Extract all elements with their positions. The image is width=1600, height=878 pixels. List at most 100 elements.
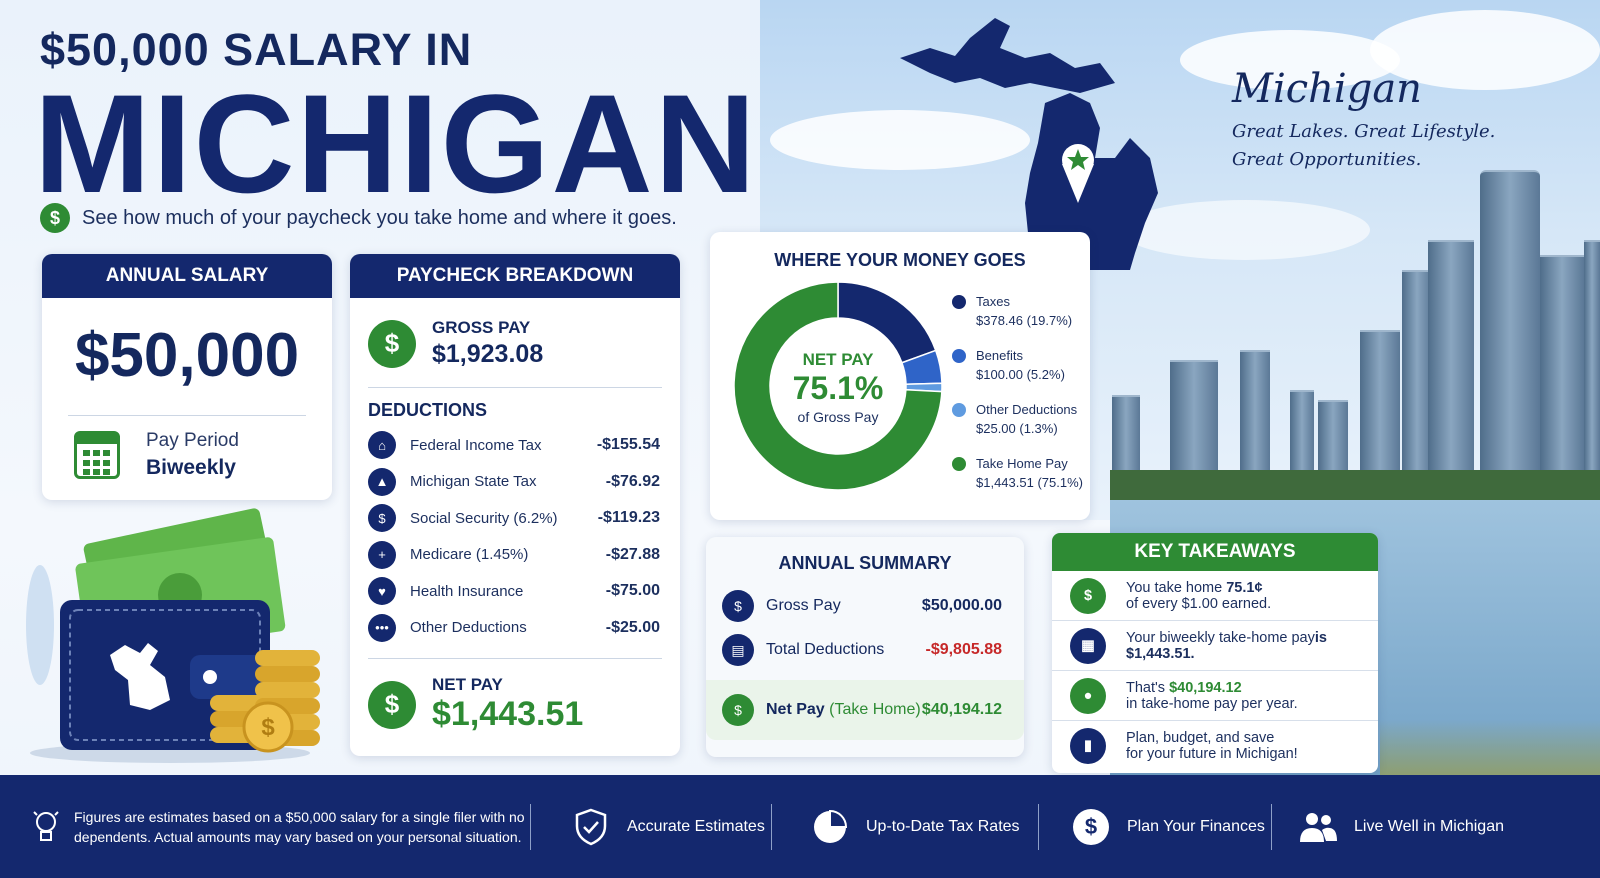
takeaway-text: of every $1.00 earned.	[1126, 595, 1272, 612]
legend-detail: $378.46 (19.7%)	[976, 313, 1073, 328]
summary-net-value: $40,194.12	[921, 701, 1002, 718]
footer-item-label: Live Well in Michigan	[1354, 817, 1504, 835]
svg-text:$: $	[261, 714, 275, 741]
deduction-name: Other Deductions	[410, 619, 527, 637]
divider	[368, 658, 662, 659]
paycheck-header-title: PAYCHECK BREAKDOWN	[396, 265, 634, 286]
michigan-icon: ▲	[368, 467, 396, 496]
takeaway-text: for your future in Michigan!	[1126, 746, 1298, 762]
summary-deductions-label: Total Deductions	[766, 641, 885, 658]
pie-chart-icon	[810, 807, 850, 847]
dollar-bag-icon: $	[722, 694, 754, 726]
lightbulb-icon	[33, 810, 59, 841]
michigan-tagline: Michigan Great Lakes. Great Lifestyle. G…	[1232, 66, 1495, 174]
subtitle: $ See how much of your paycheck you take…	[40, 203, 677, 233]
dollar-circle-icon: $	[1070, 577, 1106, 614]
divider	[530, 803, 531, 850]
where-money-goes-card: WHERE YOUR MONEY GOES NET PAY 75.1% of G…	[710, 232, 1090, 520]
takeaway-item: ● That's $40,194.12 in take-home pay per y…	[1052, 671, 1378, 721]
footer-item-plan: $ Plan Your Finances	[1071, 807, 1271, 847]
legend-detail: $25.00 (1.3%)	[976, 421, 1058, 436]
divider	[771, 803, 772, 850]
deduction-name: Medicare (1.45%)	[410, 546, 529, 564]
takeaway-highlight: $40,194.12	[1169, 679, 1242, 696]
michigan-map-icon	[900, 18, 1158, 270]
document-dollar-icon: $	[722, 590, 754, 622]
more-icon: •••	[368, 613, 396, 642]
donut-chart	[733, 281, 943, 491]
takeaway-text: That's	[1126, 679, 1170, 696]
footer-item-label: Up-to-Date Tax Rates	[866, 817, 1020, 835]
takeaway-item: $ You take home 75.1¢ of every $1.00 earne…	[1052, 571, 1378, 621]
calendar-icon	[74, 431, 120, 479]
legend-item: Benefits $100.00 (5.2%)	[952, 346, 1092, 384]
takeaway-item: ▮ Plan, budget, and save for your future i…	[1052, 721, 1378, 771]
legend-name: Other Deductions	[976, 402, 1078, 417]
net-pay-value: $1,443.51	[432, 695, 584, 733]
deduction-name: Social Security (6.2%)	[410, 509, 558, 527]
page-title-line1: $50,000 SALARY IN	[40, 24, 473, 75]
annual-summary-header: ANNUAL SUMMARY	[778, 553, 952, 573]
key-takeaways-card: KEY TAKEAWAYS $ You take home 75.1¢ of eve…	[1052, 533, 1378, 773]
cloud	[1180, 30, 1400, 90]
deduction-name: Michigan State Tax	[410, 473, 537, 491]
legend-swatch	[952, 295, 966, 309]
legend-name: Take Home Pay	[976, 456, 1068, 471]
legend-swatch	[952, 457, 966, 471]
summary-deductions-value: -$9,805.88	[925, 641, 1002, 658]
donut-center-label: NET PAY	[802, 350, 874, 369]
legend-detail: $1,443.51 (75.1%)	[976, 475, 1083, 490]
legend-name: Taxes	[976, 294, 1010, 309]
annual-salary-header: ANNUAL SALARY	[42, 254, 332, 298]
dollar-circle-icon: $	[1071, 807, 1111, 847]
deductions-list: ⌂ Federal Income Tax -$155.54 ▲ Michigan Sta…	[350, 427, 680, 646]
wallet-money-illustration: $	[26, 508, 320, 763]
bar-chart-icon: ▮	[1070, 728, 1106, 764]
page-title-line2: MICHIGAN	[34, 65, 758, 222]
takeaway-text: in take-home pay per year.	[1126, 695, 1298, 712]
summary-deductions-row: ▤ Total Deductions -$9,805.88	[722, 628, 1002, 672]
deduction-row: ♥ Health Insurance -$75.00	[368, 573, 660, 610]
footer-item-label: Plan Your Finances	[1127, 817, 1265, 835]
cloud	[770, 110, 1030, 170]
deduction-amount: -$25.00	[605, 618, 660, 636]
paycheck-breakdown-card: PAYCHECK BREAKDOWN (BIWEEKLY) $ GROSS PA…	[350, 254, 680, 756]
deductions-label: DEDUCTIONS	[368, 400, 488, 420]
pay-period-label: Pay Period	[146, 430, 239, 451]
takeaway-item: ▦ Your biweekly take-home payis $1,443.51…	[1052, 621, 1378, 671]
donut-center-value: 75.1%	[792, 370, 884, 406]
divider	[368, 387, 662, 388]
takeaway-text: Plan, budget, and save	[1126, 730, 1275, 746]
deduction-amount: -$76.92	[605, 472, 660, 490]
heart-pulse-icon: ♥	[368, 577, 396, 606]
gross-pay-label: GROSS PAY	[432, 318, 531, 337]
summary-gross-label: Gross Pay	[766, 597, 841, 614]
pay-period: Pay Period Biweekly	[74, 430, 332, 480]
calculator-icon: ▦	[1070, 627, 1106, 664]
footer-item-tax-rates: Up-to-Date Tax Rates	[810, 807, 1038, 847]
summary-net-text: Net Pay	[766, 701, 825, 718]
people-icon	[1298, 807, 1338, 847]
summary-net-suffix: (Take Home)	[829, 701, 921, 718]
paycheck-header: PAYCHECK BREAKDOWN (BIWEEKLY)	[350, 254, 680, 329]
subtitle-text: See how much of your paycheck you take h…	[82, 206, 677, 229]
script-title: Michigan	[1232, 66, 1422, 112]
legend-swatch	[952, 349, 966, 363]
dollar-bag-icon: $	[368, 680, 416, 729]
pay-period-value: Biweekly	[146, 456, 236, 479]
legend-detail: $100.00 (5.2%)	[976, 367, 1065, 382]
deduction-row: ••• Other Deductions -$25.00	[368, 610, 660, 647]
donut-slice-take-home-pay	[733, 281, 943, 491]
takeaway-text: Your biweekly take-home pay	[1126, 629, 1315, 646]
deduction-row: + Medicare (1.45%) -$27.88	[368, 537, 660, 574]
deduction-amount: -$119.23	[597, 509, 660, 527]
summary-net-label: Net Pay (Take Home)	[766, 701, 922, 719]
dollar-icon: $	[40, 203, 70, 233]
deduction-row: $ Social Security (6.2%) -$119.23	[368, 500, 660, 537]
donut-center: NET PAY 75.1% of Gross Pay	[730, 350, 946, 425]
capitol-icon: ⌂	[368, 431, 396, 460]
chart-legend: Taxes $378.46 (19.7%) Benefits $100.00 (5.2…	[952, 292, 1092, 508]
footer-item-label: Accurate Estimates	[627, 817, 765, 835]
summary-gross-value: $50,000.00	[921, 597, 1002, 614]
